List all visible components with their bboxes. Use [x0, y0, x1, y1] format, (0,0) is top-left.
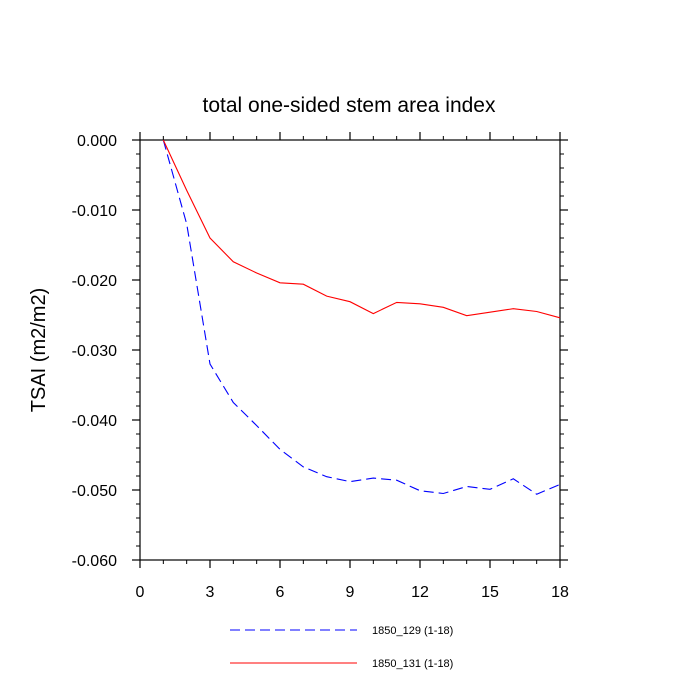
x-tick-label: 12	[411, 584, 429, 601]
legend-label-1: 1850_131 (1-18)	[372, 658, 453, 670]
series-line-1	[162, 139, 561, 319]
chart-title: total one-sided stem area index	[202, 94, 496, 117]
x-tick-label: 6	[276, 584, 285, 601]
y-tick-label: -0.010	[72, 203, 117, 220]
y-tick-label: -0.060	[72, 553, 117, 570]
x-tick-label: 3	[206, 584, 215, 601]
major-ticks	[132, 132, 568, 568]
y-tick-label: -0.050	[72, 483, 117, 500]
y-tick-label: 0.000	[77, 133, 117, 150]
y-tick-label: -0.040	[72, 413, 117, 430]
y-axis-label: TSAI (m2/m2)	[28, 288, 50, 412]
minor-ticks	[136, 136, 564, 564]
legend: 1850_129 (1-18) 1850_131 (1-18)	[230, 625, 453, 670]
legend-label-0: 1850_129 (1-18)	[372, 625, 453, 637]
y-tick-label: -0.030	[72, 343, 117, 360]
y-tick-label: -0.020	[72, 273, 117, 290]
series-line-0	[162, 139, 561, 495]
x-tick-label: 15	[481, 584, 499, 601]
x-tick-label: 9	[346, 584, 355, 601]
series-lines	[162, 139, 561, 495]
tick-labels: 0 3 6 9 12 15 18 0.000 -0.010 -0.020 -0.030 -0.040 -…	[72, 133, 569, 601]
plot-frame	[139, 139, 561, 561]
x-tick-label: 0	[136, 584, 145, 601]
x-tick-label: 18	[551, 584, 569, 601]
